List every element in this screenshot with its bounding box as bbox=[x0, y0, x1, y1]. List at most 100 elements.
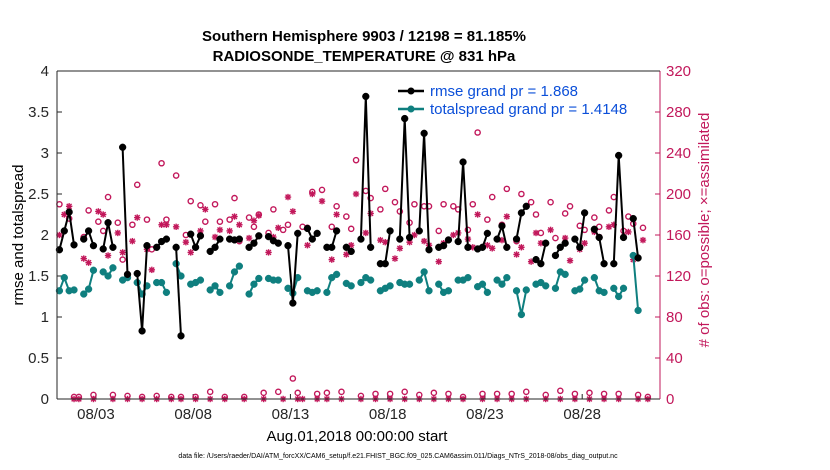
rmse-point bbox=[576, 243, 584, 251]
spread-point bbox=[517, 310, 526, 319]
obs-assimilated-point bbox=[625, 228, 632, 236]
spread-point bbox=[104, 272, 112, 280]
obs-assimilated-point bbox=[396, 245, 404, 252]
spread-point bbox=[561, 270, 569, 279]
rmse-point bbox=[381, 260, 389, 268]
spread-point bbox=[332, 270, 341, 279]
obs-assimilated-point bbox=[328, 256, 335, 263]
obs-possible-point bbox=[114, 219, 122, 226]
obs-assimilated-point bbox=[275, 224, 282, 232]
spread-point bbox=[211, 282, 219, 290]
obs-assimilated-point bbox=[639, 236, 647, 244]
rmse-point bbox=[191, 243, 200, 251]
spread-point bbox=[590, 273, 599, 282]
rmse-point bbox=[347, 247, 355, 256]
obs-assimilated-point bbox=[284, 193, 292, 201]
obs-possible-point bbox=[411, 200, 418, 208]
y-right-tick-label: 280 bbox=[666, 104, 691, 121]
spread-point bbox=[250, 280, 258, 288]
obs-possible-point bbox=[430, 389, 438, 397]
obs-possible-point bbox=[352, 156, 360, 164]
obs-assimilated-point bbox=[85, 259, 92, 266]
obs-assimilated-point bbox=[581, 240, 588, 247]
spread-point bbox=[386, 282, 394, 290]
rmse-point bbox=[401, 114, 409, 123]
obs-assimilated-point bbox=[518, 244, 525, 251]
obs-assimilated-point bbox=[231, 213, 238, 220]
rmse-point bbox=[342, 243, 350, 251]
obs-possible-point bbox=[532, 211, 540, 218]
legend-spread-label: totalspread grand pr = 1.4148 bbox=[430, 101, 627, 118]
rmse-point bbox=[274, 239, 282, 247]
rmse-point bbox=[551, 251, 560, 260]
rmse-point bbox=[235, 235, 244, 243]
y-right-tick-label: 40 bbox=[666, 350, 683, 367]
obs-assimilated-point bbox=[561, 234, 569, 242]
obs-assimilated-point bbox=[95, 208, 102, 215]
x-tick-label: 08/23 bbox=[466, 406, 504, 423]
rmse-point bbox=[255, 232, 263, 240]
rmse-point bbox=[303, 224, 312, 233]
obs-assimilated-point bbox=[362, 229, 369, 237]
obs-possible-point bbox=[202, 218, 209, 225]
rmse-point bbox=[70, 241, 78, 249]
obs-possible-point bbox=[197, 201, 204, 209]
obs-possible-point bbox=[522, 388, 530, 396]
rmse-point bbox=[211, 243, 219, 251]
obs-assimilated-point bbox=[489, 245, 496, 252]
rmse-point bbox=[537, 260, 545, 268]
rmse-point bbox=[615, 151, 623, 160]
y-axis-right-label: # of obs: o=possible; ×=assimilated bbox=[696, 113, 713, 348]
spread-point bbox=[576, 285, 584, 293]
x-axis-label: Aug.01,2018 00:00:00 start bbox=[267, 428, 449, 445]
spread-point bbox=[157, 278, 166, 287]
obs-possible-point bbox=[158, 159, 165, 167]
obs-possible-point bbox=[381, 185, 389, 193]
obs-possible-point bbox=[187, 197, 195, 205]
spread-point bbox=[522, 286, 530, 294]
rmse-point bbox=[80, 235, 88, 243]
spread-point bbox=[444, 287, 453, 295]
obs-assimilated-point bbox=[255, 212, 263, 219]
obs-possible-point bbox=[401, 388, 408, 396]
y-right-tick-label: 120 bbox=[666, 268, 691, 285]
obs-possible-point bbox=[338, 388, 345, 396]
obs-possible-point bbox=[469, 200, 477, 208]
rmse-point bbox=[629, 214, 637, 223]
rmse-point bbox=[634, 254, 642, 262]
spread-point bbox=[551, 284, 560, 292]
spread-point bbox=[503, 273, 511, 282]
rmse-point bbox=[610, 260, 618, 268]
obs-possible-point bbox=[226, 216, 233, 223]
spread-point bbox=[84, 285, 93, 293]
rmse-point bbox=[118, 143, 127, 151]
obs-possible-point bbox=[289, 375, 297, 382]
obs-possible-point bbox=[377, 206, 384, 213]
obs-assimilated-point bbox=[202, 206, 209, 213]
rmse-point bbox=[478, 243, 487, 251]
obs-possible-point bbox=[566, 202, 574, 210]
obs-assimilated-point bbox=[245, 234, 253, 242]
rmse-point bbox=[250, 239, 258, 247]
obs-possible-point bbox=[104, 193, 112, 201]
chart-title: Southern Hemisphere 9903 / 12198 = 81.18… bbox=[202, 28, 526, 45]
obs-assimilated-point bbox=[250, 217, 258, 224]
rmse-point bbox=[294, 229, 302, 238]
y-right-tick-label: 160 bbox=[666, 227, 691, 244]
obs-possible-point bbox=[284, 221, 292, 229]
rmse-point bbox=[65, 208, 73, 216]
spread-point bbox=[196, 276, 205, 284]
obs-possible-point bbox=[328, 223, 336, 231]
obs-possible-point bbox=[518, 190, 525, 198]
obs-assimilated-point bbox=[503, 213, 511, 220]
rmse-point bbox=[206, 247, 214, 256]
rmse-point bbox=[84, 227, 93, 235]
y-tick-label: 0 bbox=[41, 391, 49, 408]
rmse-point bbox=[532, 255, 540, 264]
y-tick-label: 2 bbox=[41, 227, 49, 244]
obs-possible-point bbox=[586, 389, 593, 397]
obs-assimilated-point bbox=[134, 214, 141, 221]
obs-possible-point bbox=[561, 210, 569, 217]
